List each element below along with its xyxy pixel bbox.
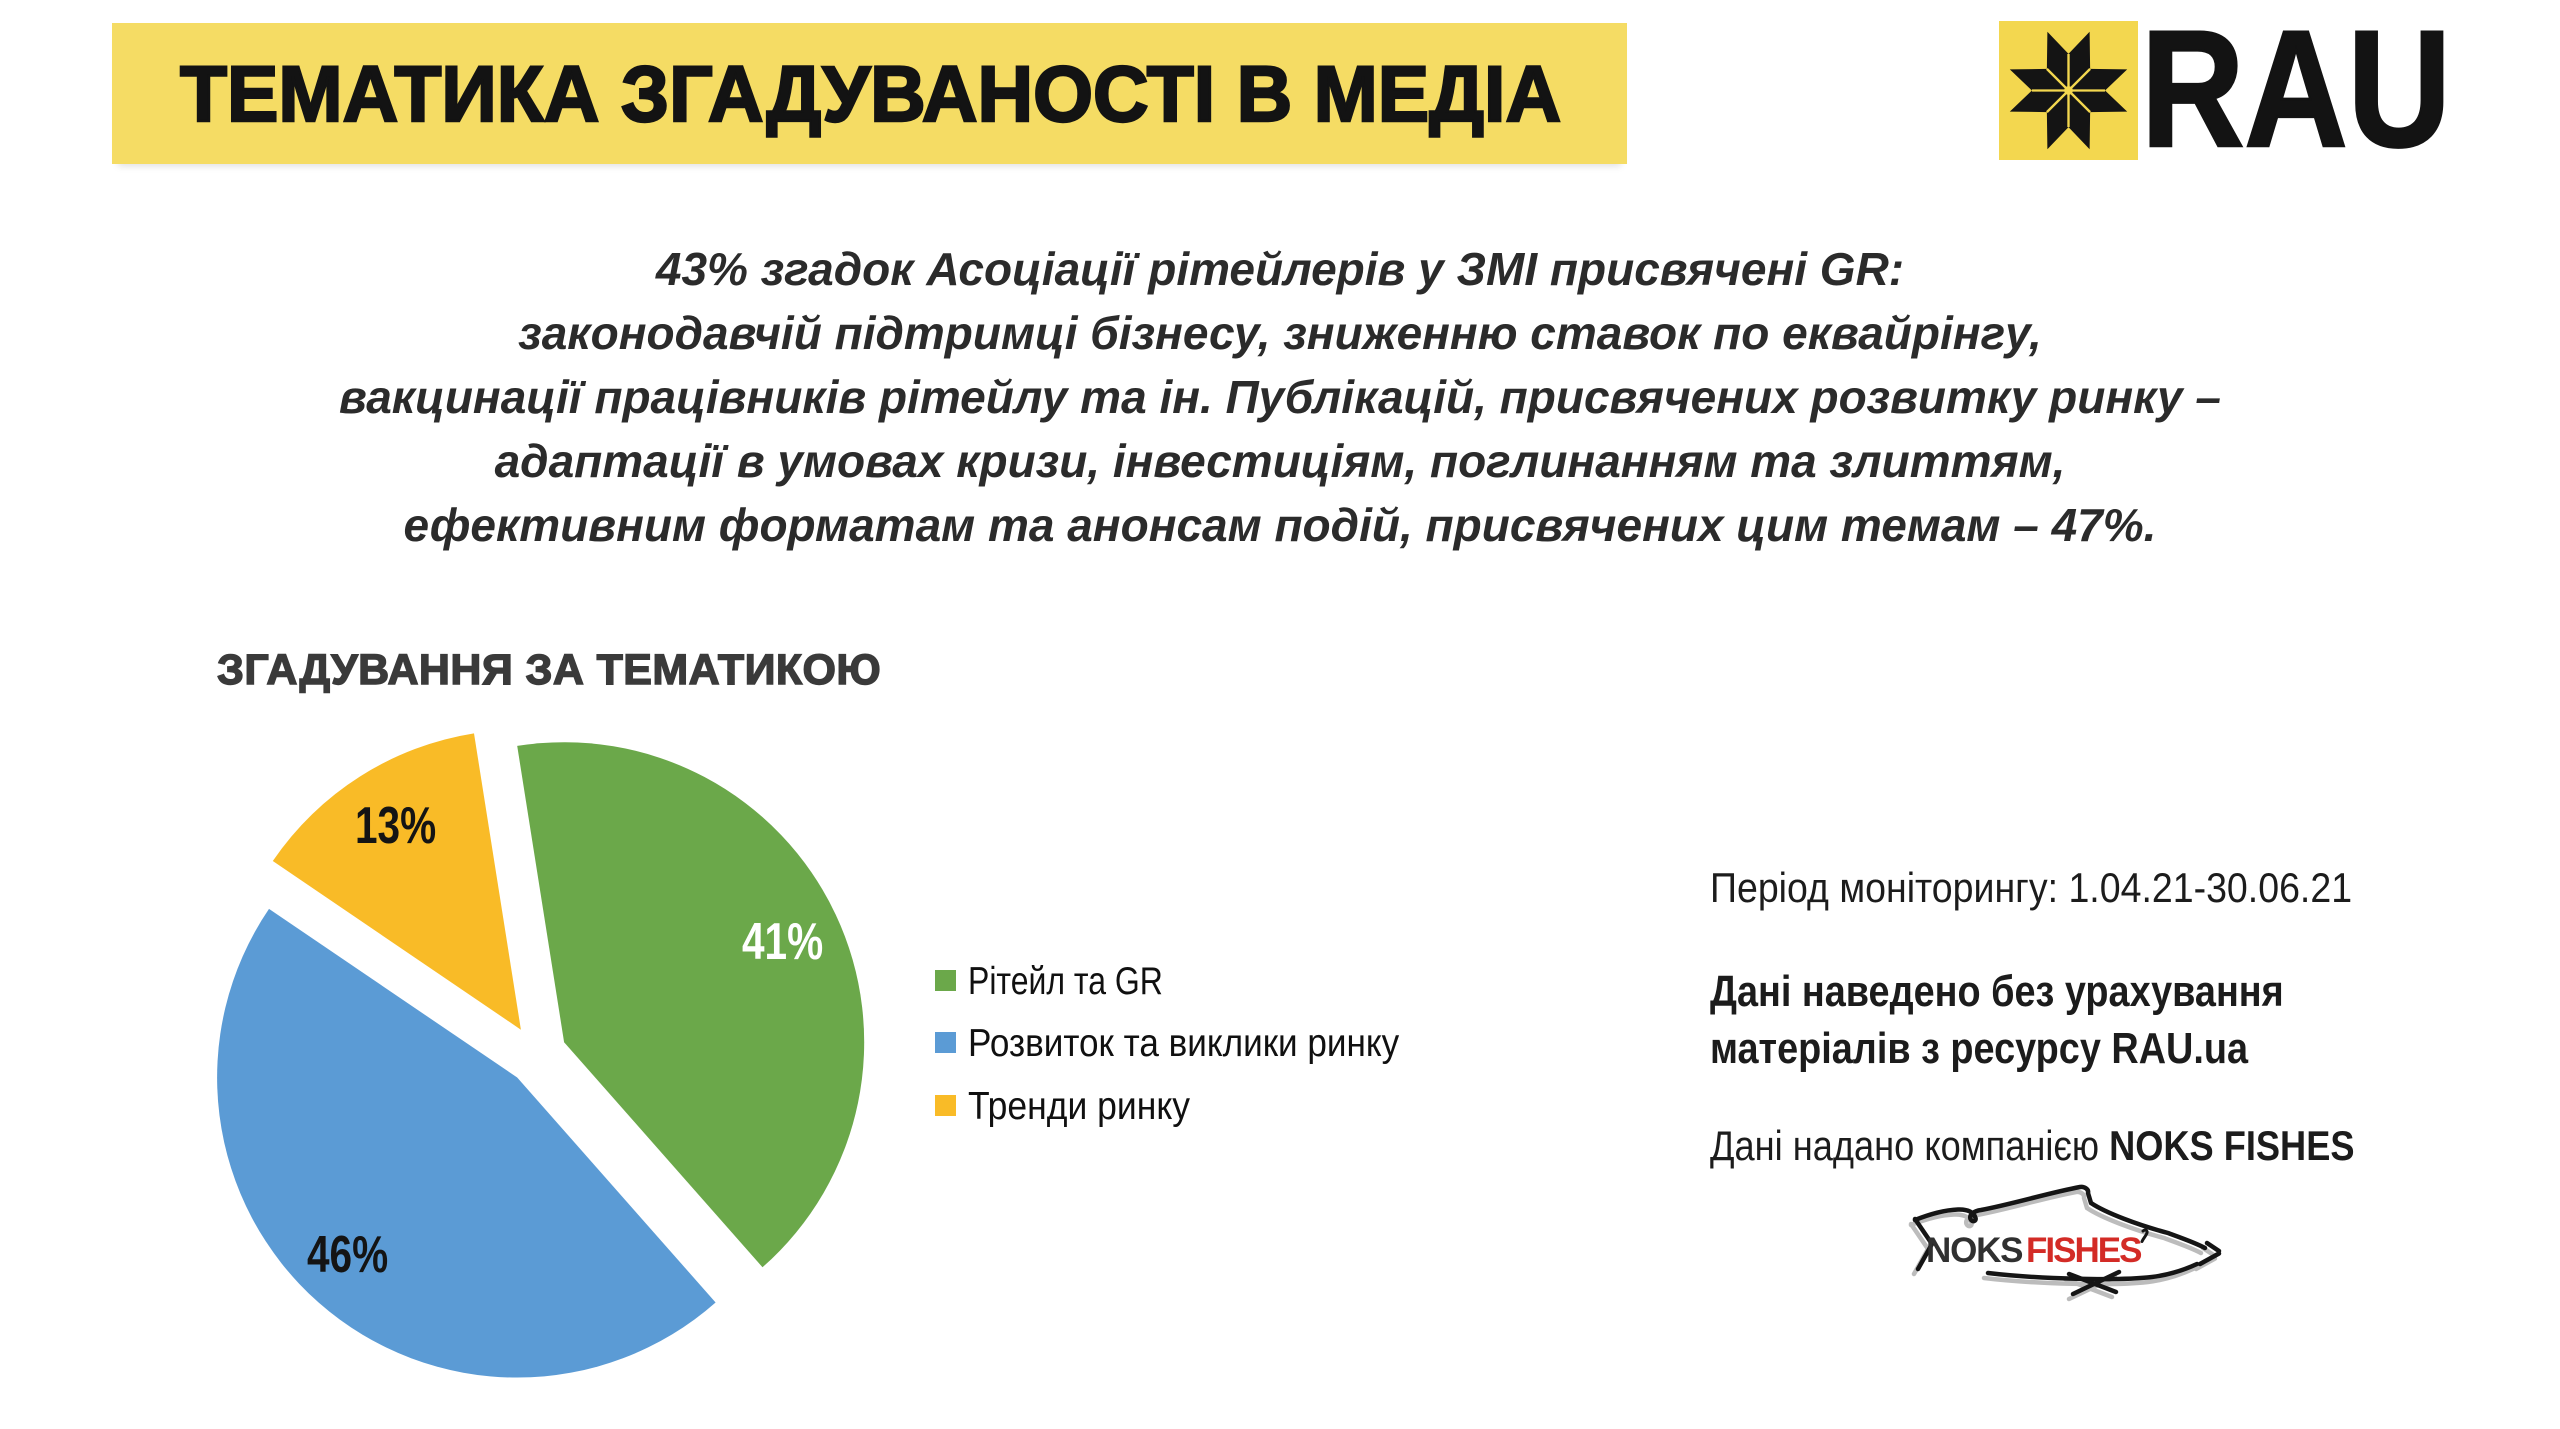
svg-text:FISHES: FISHES [2026, 1231, 2141, 1270]
svg-text:NOKS: NOKS [1926, 1231, 2022, 1270]
